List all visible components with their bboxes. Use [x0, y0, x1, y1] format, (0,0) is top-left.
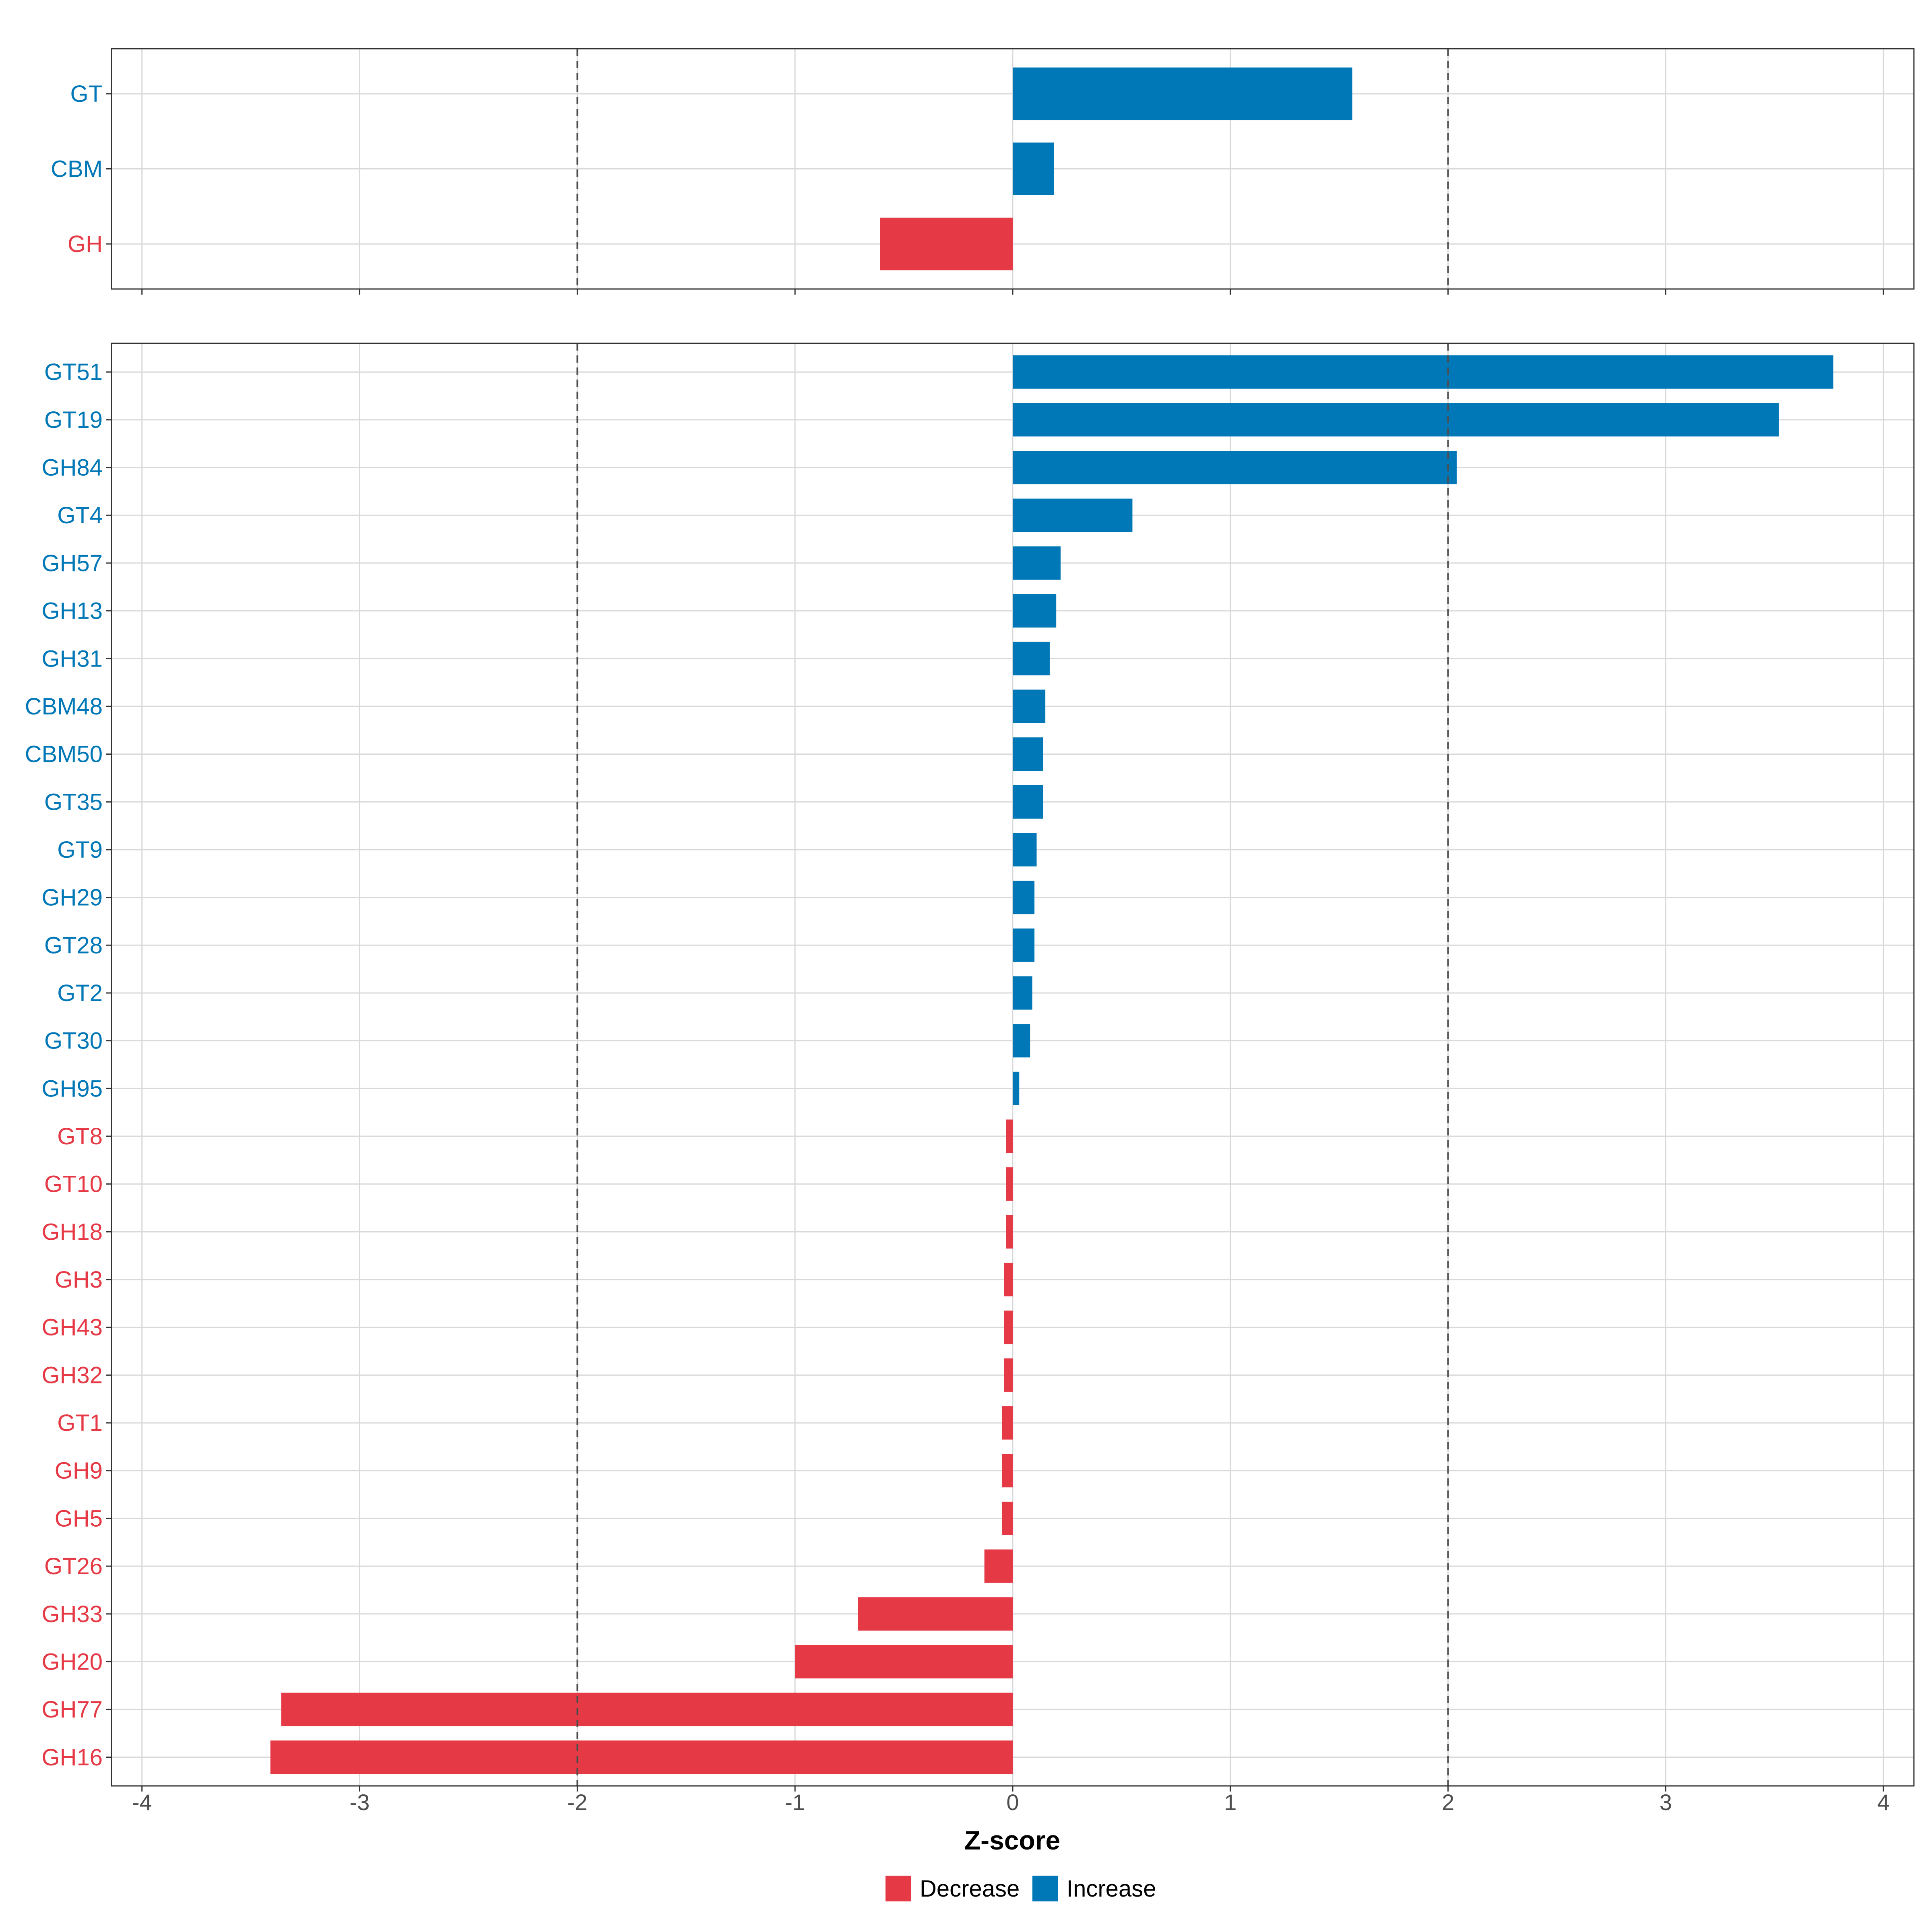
x-tick-label: 3	[1660, 1790, 1672, 1815]
bottom-y-tick-label-gt8: GT8	[57, 1123, 103, 1150]
bottom-y-tick-label-gh31: GH31	[41, 646, 103, 672]
bottom-y-tick-label-gt2: GT2	[57, 980, 103, 1006]
bottom-y-tick-label-gh9: GH9	[55, 1458, 103, 1484]
bottom-y-tick-label-gh32: GH32	[41, 1362, 103, 1388]
x-tick-label: 1	[1224, 1790, 1236, 1815]
bottom-bar-gh16	[270, 1740, 1013, 1774]
bottom-y-tick-label-gh84: GH84	[41, 455, 103, 481]
bottom-bar-cbm48	[1013, 689, 1046, 723]
x-tick-label: -4	[132, 1790, 152, 1815]
bottom-y-tick-label-gt51: GT51	[44, 359, 103, 385]
bottom-y-tick-label-gt26: GT26	[44, 1553, 103, 1579]
bottom-y-tick-label-cbm48: CBM48	[25, 694, 103, 720]
legend-label-increase: Increase	[1067, 1876, 1156, 1902]
bottom-bar-gt19	[1013, 403, 1779, 437]
bottom-y-tick-label-gh18: GH18	[41, 1219, 103, 1245]
bottom-bar-gt1	[1001, 1406, 1013, 1440]
bottom-bar-gt51	[1013, 355, 1833, 389]
bottom-bar-gt2	[1013, 976, 1032, 1010]
bottom-bar-gt10	[1006, 1167, 1013, 1201]
bottom-bar-gh9	[1001, 1454, 1013, 1488]
top-panel: GT CBM GH	[51, 48, 1915, 295]
bottom-bar-gh13	[1013, 594, 1057, 628]
bottom-y-tick-label-gt9: GT9	[57, 837, 103, 863]
bottom-y-tick-label-gh95: GH95	[41, 1075, 103, 1102]
bottom-bar-gh57	[1013, 546, 1061, 580]
bottom-y-tick-label-gt10: GT10	[44, 1171, 103, 1197]
bottom-y-tick-label-gh77: GH77	[41, 1697, 103, 1723]
bottom-y-tick-label-gt19: GT19	[44, 407, 103, 433]
top-bar-gt	[1013, 67, 1352, 120]
bottom-bar-gh31	[1013, 642, 1050, 675]
bottom-bar-gt9	[1013, 833, 1037, 867]
x-axis-title: Z-score	[964, 1825, 1060, 1855]
bottom-bar-gh5	[1001, 1501, 1013, 1535]
bottom-y-tick-label-gh57: GH57	[41, 550, 103, 576]
bottom-y-tick-label-gt35: GT35	[44, 789, 103, 815]
bottom-bar-gh33	[858, 1597, 1013, 1631]
bottom-bar-gt28	[1013, 928, 1035, 962]
bottom-y-tick-label-cbm50: CBM50	[25, 741, 103, 768]
bottom-bar-gt35	[1013, 785, 1043, 819]
bottom-bar-gt8	[1006, 1119, 1013, 1153]
x-axis: -4 -3 -2 -1 0 1 2 3 4	[132, 1790, 1890, 1815]
top-y-tick-label-gt: GT	[70, 81, 103, 107]
bottom-bar-gt4	[1013, 498, 1133, 532]
x-tick-label: -1	[785, 1790, 805, 1815]
x-tick-label: 0	[1006, 1790, 1019, 1815]
bottom-y-tick-label-gh33: GH33	[41, 1601, 103, 1627]
top-bar-cbm	[1013, 142, 1054, 195]
bottom-bar-gt26	[984, 1549, 1013, 1583]
bottom-bar-gh20	[795, 1645, 1013, 1678]
bottom-y-tick-label-gh5: GH5	[55, 1505, 103, 1532]
bottom-y-tick-label-gh16: GH16	[41, 1744, 103, 1771]
bottom-y-tick-label-gh13: GH13	[41, 598, 103, 624]
legend-label-decrease: Decrease	[920, 1876, 1020, 1902]
legend-swatch-decrease	[886, 1876, 911, 1901]
bottom-y-tick-label-gt4: GT4	[57, 502, 103, 528]
bottom-bar-gh43	[1004, 1311, 1013, 1344]
bottom-y-tick-label-gh29: GH29	[41, 885, 103, 911]
bottom-y-tick-label-gt30: GT30	[44, 1028, 103, 1054]
bottom-bar-cbm50	[1013, 737, 1043, 771]
bottom-panel: GT51 GT19 GH84 GT4 GH57 GH13 GH31 CBM48 CBM50 GT3…	[25, 343, 1915, 1792]
bottom-bar-gh29	[1013, 881, 1035, 914]
x-tick-label: -2	[567, 1790, 587, 1815]
bottom-bar-gt30	[1013, 1024, 1030, 1058]
bottom-y-tick-label-gh20: GH20	[41, 1649, 103, 1675]
bottom-bar-gh95	[1013, 1071, 1020, 1105]
legend: Decrease Increase	[886, 1876, 1156, 1902]
legend-swatch-increase	[1032, 1876, 1058, 1901]
x-tick-label: 2	[1442, 1790, 1454, 1815]
x-tick-label: 4	[1877, 1790, 1890, 1815]
top-bar-gh	[880, 217, 1013, 270]
bottom-bar-gh77	[281, 1693, 1013, 1726]
bottom-bar-gh32	[1004, 1358, 1013, 1392]
top-y-tick-label-cbm: CBM	[51, 156, 103, 182]
top-y-tick-label-gh: GH	[68, 231, 103, 257]
bottom-y-tick-label-gh43: GH43	[41, 1315, 103, 1341]
bottom-bar-gh3	[1004, 1263, 1013, 1296]
x-tick-label: -3	[350, 1790, 370, 1815]
bottom-y-tick-label-gt1: GT1	[57, 1410, 103, 1436]
bottom-bar-gh18	[1006, 1215, 1013, 1249]
bottom-y-tick-label-gt28: GT28	[44, 932, 103, 958]
bottom-y-tick-label-gh3: GH3	[55, 1267, 103, 1293]
bottom-bar-gh84	[1013, 451, 1457, 485]
